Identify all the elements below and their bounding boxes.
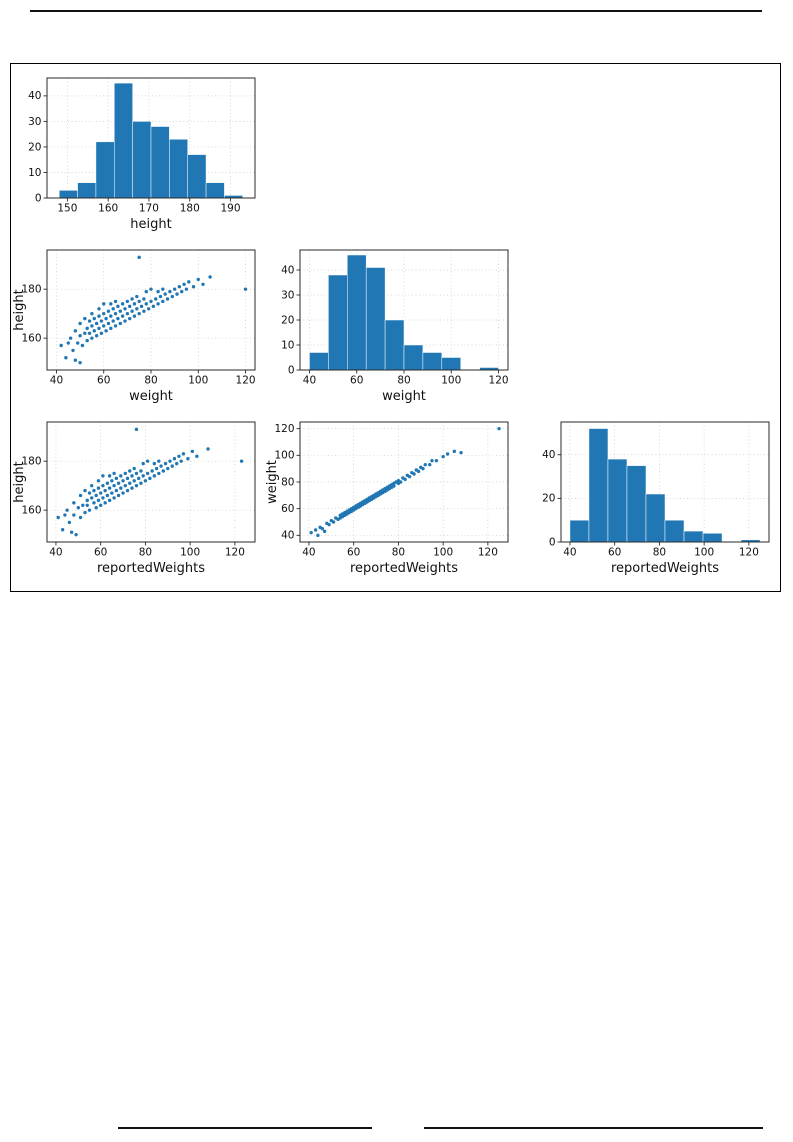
svg-text:height: height — [130, 217, 171, 232]
svg-text:180: 180 — [21, 456, 41, 468]
svg-text:120: 120 — [236, 375, 256, 387]
svg-text:80: 80 — [281, 476, 294, 488]
svg-text:60: 60 — [97, 375, 110, 387]
svg-text:10: 10 — [28, 167, 41, 179]
svg-text:80: 80 — [397, 375, 410, 387]
figure-border-box: 150 160 170 180 190 0 10 20 30 40 height 40 60 80 100… — [10, 63, 781, 592]
svg-text:height: height — [13, 289, 27, 330]
pairplot-reportedweights-weight-scatter: 40 60 80 100 120 40 60 80 100 120 reportedWeights w… — [266, 421, 509, 576]
svg-text:0: 0 — [35, 192, 42, 204]
svg-text:30: 30 — [281, 289, 294, 301]
svg-text:60: 60 — [350, 375, 363, 387]
svg-text:20: 20 — [542, 493, 555, 505]
svg-text:150: 150 — [57, 203, 77, 215]
svg-text:60: 60 — [281, 503, 294, 515]
svg-text:120: 120 — [225, 547, 245, 559]
svg-text:120: 120 — [489, 375, 509, 387]
pairplot-weight-histogram: 40 60 80 100 120 0 10 20 30 40 weight — [281, 249, 509, 404]
svg-text:180: 180 — [21, 284, 41, 296]
svg-text:100: 100 — [180, 547, 200, 559]
svg-text:20: 20 — [28, 141, 41, 153]
svg-text:weight: weight — [382, 389, 426, 404]
svg-text:60: 60 — [608, 547, 621, 559]
svg-text:10: 10 — [281, 339, 294, 351]
svg-text:100: 100 — [433, 547, 453, 559]
svg-text:60: 60 — [347, 547, 360, 559]
svg-text:height: height — [13, 461, 27, 502]
footer-rule-right — [424, 1127, 763, 1129]
svg-text:40: 40 — [50, 375, 63, 387]
svg-text:190: 190 — [221, 203, 241, 215]
svg-text:weight: weight — [266, 460, 280, 504]
svg-text:120: 120 — [478, 547, 498, 559]
svg-text:60: 60 — [94, 547, 107, 559]
svg-text:170: 170 — [139, 203, 159, 215]
svg-text:reportedWeights: reportedWeights — [611, 561, 719, 576]
svg-text:120: 120 — [274, 423, 294, 435]
svg-text:30: 30 — [28, 116, 41, 128]
pairplot-height-histogram: 150 160 170 180 190 0 10 20 30 40 height — [28, 77, 256, 232]
header-rule — [30, 10, 762, 12]
svg-text:40: 40 — [49, 547, 62, 559]
pairplot-weight-height-scatter: 40 60 80 100 120 160 180 weight height — [13, 249, 256, 404]
svg-text:0: 0 — [549, 536, 556, 548]
svg-text:160: 160 — [21, 333, 41, 345]
svg-text:20: 20 — [281, 314, 294, 326]
svg-text:40: 40 — [28, 90, 41, 102]
svg-text:80: 80 — [144, 375, 157, 387]
svg-text:40: 40 — [303, 375, 316, 387]
svg-text:weight: weight — [129, 389, 173, 404]
svg-text:reportedWeights: reportedWeights — [97, 561, 205, 576]
svg-text:80: 80 — [139, 547, 152, 559]
svg-text:180: 180 — [180, 203, 200, 215]
svg-text:40: 40 — [563, 547, 576, 559]
svg-text:80: 80 — [653, 547, 666, 559]
svg-text:40: 40 — [302, 547, 315, 559]
svg-text:reportedWeights: reportedWeights — [350, 561, 458, 576]
svg-text:40: 40 — [281, 530, 294, 542]
svg-text:100: 100 — [694, 547, 714, 559]
svg-text:100: 100 — [188, 375, 208, 387]
svg-text:40: 40 — [542, 449, 555, 461]
svg-text:40: 40 — [281, 264, 294, 276]
footer-rule-left — [118, 1127, 372, 1129]
svg-text:160: 160 — [21, 505, 41, 517]
pairplot-reportedweights-height-scatter: 40 60 80 100 120 160 180 reportedWeights height — [13, 421, 256, 576]
svg-text:120: 120 — [739, 547, 759, 559]
pairplot-reportedweights-histogram: 40 60 80 100 120 0 20 40 reportedWeights — [542, 421, 770, 576]
svg-text:160: 160 — [98, 203, 118, 215]
svg-text:100: 100 — [274, 450, 294, 462]
svg-text:80: 80 — [392, 547, 405, 559]
svg-text:100: 100 — [441, 375, 461, 387]
svg-text:0: 0 — [288, 364, 295, 376]
